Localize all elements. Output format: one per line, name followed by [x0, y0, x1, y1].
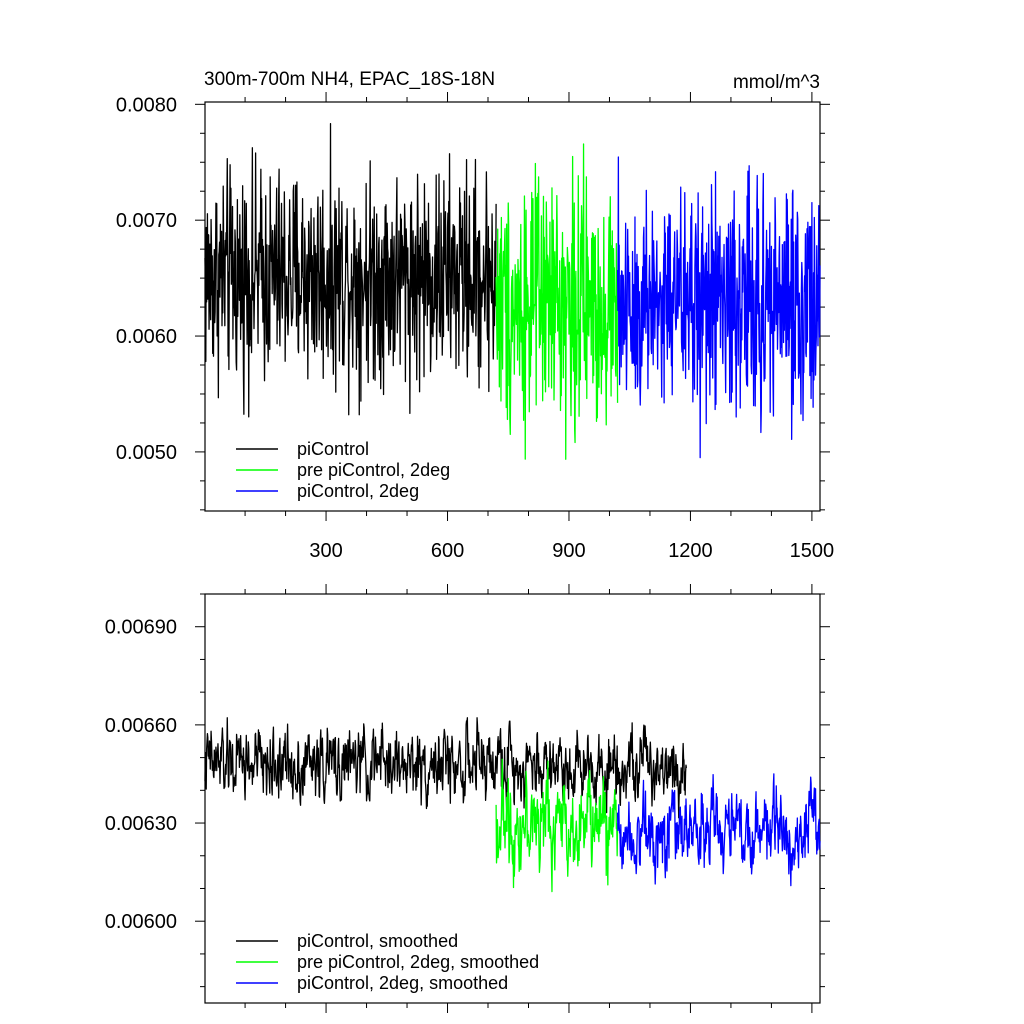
series-line-3	[616, 156, 821, 459]
bottom-plot-frame	[204, 593, 821, 1004]
y-tick-label: 0.0080	[116, 94, 177, 116]
series-line-2	[495, 143, 619, 460]
y-tick-label: 0.0070	[116, 210, 177, 232]
y-tick-label: 0.00600	[105, 911, 177, 933]
top-series-group	[204, 123, 821, 460]
x-tick-label: 1200	[668, 540, 713, 562]
chart-title: 300m-700m NH4, EPAC_18S-18N	[204, 69, 495, 90]
x-tick-label: 600	[431, 540, 464, 562]
x-tick-label: 1500	[790, 540, 835, 562]
x-tick-label: 300	[309, 540, 342, 562]
legend-label: pre piControl, 2deg, smoothed	[297, 952, 539, 972]
legend-label: piControl	[297, 439, 369, 459]
units-label: mmol/m^3	[733, 72, 820, 93]
y-tick-label: 0.0060	[116, 326, 177, 348]
bottom-axis-ticks: 0.00600 0.00630 0.00660 0.00690	[105, 584, 830, 1013]
top-panel: 300m-700m NH4, EPAC_18S-18N mmol/m^3 300…	[116, 69, 834, 562]
series-line-3	[616, 773, 821, 887]
bottom-panel: 0.00600 0.00630 0.00660 0.00690 piControl, …	[105, 584, 830, 1013]
series-line-1	[204, 717, 688, 819]
series-line-1	[204, 123, 497, 418]
top-axis-ticks: 300 600 900 1200 1500 0.0050 0.0060 0.0070 0.008…	[116, 92, 834, 562]
x-tick-label: 900	[552, 540, 585, 562]
y-tick-label: 0.0050	[116, 442, 177, 464]
y-tick-label: 0.00660	[105, 715, 177, 737]
y-tick-label: 0.00630	[105, 813, 177, 835]
legend-label: piControl, smoothed	[297, 931, 458, 951]
series-line-2	[495, 758, 619, 893]
y-tick-label: 0.00690	[105, 617, 177, 639]
bottom-series-group	[204, 717, 821, 893]
legend-label: piControl, 2deg, smoothed	[297, 973, 508, 993]
legend-label: pre piControl, 2deg	[297, 460, 450, 480]
legend-label: piControl, 2deg	[297, 481, 419, 501]
